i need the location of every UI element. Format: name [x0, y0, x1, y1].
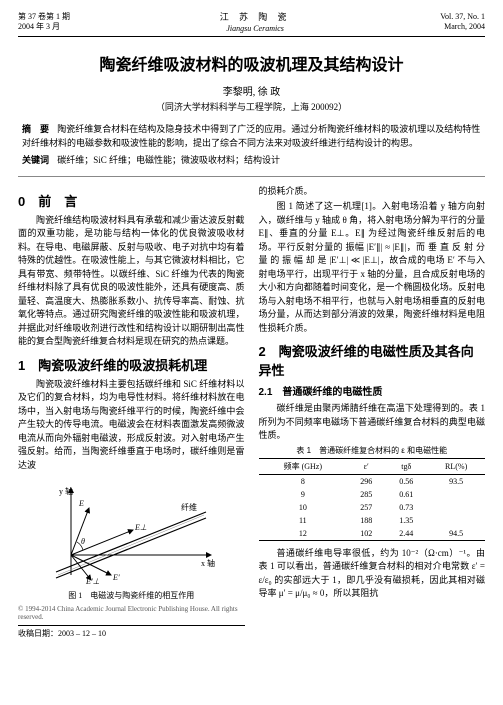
svg-text:x 轴: x 轴 [201, 558, 215, 568]
para-r2: 图 1 简述了这一机理[1]。入射电场沿着 y 轴方向射入，碳纤维与 y 轴成 … [259, 200, 486, 335]
vol-issue-en: Vol. 37, No. 1 [440, 12, 485, 22]
right-column: 的损耗介质。 图 1 简述了这一机理[1]。入射电场沿着 y 轴方向射入，碳纤维… [259, 185, 486, 640]
abstract-label: 摘 要 [22, 124, 49, 134]
svg-text:E⊥: E⊥ [134, 523, 147, 532]
table-col: tgδ [385, 458, 427, 474]
table-col: RL(%) [427, 458, 485, 474]
svg-text:E′: E′ [112, 573, 120, 582]
affiliation: （同济大学材料科学与工程学院，上海 200092） [18, 100, 485, 113]
para-after-table: 普通碳纤维电导率很低，约为 10⁻²（Ω·cm）⁻¹。由表 1 可以看出，普通碳… [259, 547, 486, 601]
abstract-text: 陶瓷纤维复合材料在结构及隐身技术中得到了广泛的应用。通过分析陶瓷纤维材料的吸波机… [22, 124, 480, 148]
left-column: 0 前 言 陶瓷纤维结构吸波材料具有承载和减少雷达波反射截面的双重功能，是功能与… [18, 185, 245, 640]
vol-issue-cn: 第 37 卷第 1 期 [18, 12, 70, 22]
para-0-1: 陶瓷纤维结构吸波材料具有承载和减少雷达波反射截面的双重功能，是功能与结构一体化的… [18, 214, 245, 349]
svg-text:θ: θ [81, 537, 85, 546]
copyright-note: © 1994-2014 China Academic Journal Elect… [18, 605, 245, 621]
table-row: 121022.4494.5 [259, 527, 486, 541]
table-col: ε′ [347, 458, 385, 474]
para-2-1-1: 碳纤维是由聚丙烯腈纤维在高温下处理得到的。表 1 所列为不同频率电磁场下普通碳纤… [259, 402, 486, 443]
svg-text:y 轴: y 轴 [59, 486, 73, 496]
para-r1: 的损耗介质。 [259, 185, 486, 199]
section-2-heading: 2 陶瓷吸波纤维的电磁性质及其各向异性 [259, 341, 486, 379]
table-1-caption: 表 1 普通碳纤维复合材料的 ε 和电磁性能 [259, 445, 486, 456]
divider [18, 176, 485, 177]
table-row: 82960.5693.5 [259, 474, 486, 488]
svg-text:E: E [78, 499, 84, 508]
para-1-1: 陶瓷吸波纤维材料主要包括碳纤维和 SiC 纤维材料以及它们的复合材料，均为电导性… [18, 378, 245, 473]
svg-text:E′⊥: E′⊥ [85, 577, 100, 585]
table-1: 频率 (GHz) ε′ tgδ RL(%) 82960.5693.5 92850… [259, 458, 486, 541]
figure-1: y 轴 x 轴 纤维 E E⊥ E′ E′⊥ θ [18, 480, 245, 601]
keywords-block: 关键词 碳纤维；SiC 纤维；电磁性能；微波吸收材料；结构设计 [18, 154, 485, 168]
table-row: 111881.35 [259, 514, 486, 527]
authors: 李黎明, 徐 政 [18, 83, 485, 98]
page-header: 第 37 卷第 1 期 2004 年 3 月 江 苏 陶 瓷 Jiangsu C… [18, 12, 485, 37]
svg-text:纤维: 纤维 [181, 502, 197, 512]
table-row: 92850.61 [259, 488, 486, 501]
table-row: 102570.73 [259, 501, 486, 514]
section-1-heading: 1 陶瓷吸波纤维的吸波损耗机理 [18, 355, 245, 374]
section-0-heading: 0 前 言 [18, 191, 245, 210]
keywords-label: 关键词 [22, 155, 49, 165]
journal-name-cn: 江 苏 陶 瓷 [220, 12, 291, 24]
figure-1-caption: 图 1 电磁波与陶瓷纤维的相互作用 [18, 590, 245, 601]
figure-1-svg: y 轴 x 轴 纤维 E E⊥ E′ E′⊥ θ [41, 480, 221, 585]
received-date: 收稿日期：2003 – 12 – 10 [18, 625, 245, 639]
keywords-text: 碳纤维；SiC 纤维；电磁性能；微波吸收材料；结构设计 [57, 155, 280, 165]
journal-name-en: Jiangsu Ceramics [220, 24, 291, 34]
section-2-1-heading: 2.1 普通碳纤维的电磁性质 [259, 383, 486, 398]
date-cn: 2004 年 3 月 [18, 22, 70, 32]
abstract-block: 摘 要 陶瓷纤维复合材料在结构及隐身技术中得到了广泛的应用。通过分析陶瓷纤维材料… [18, 123, 485, 150]
article-title: 陶瓷纤维吸波材料的吸波机理及其结构设计 [18, 51, 485, 75]
table-col: 频率 (GHz) [259, 458, 348, 474]
date-en: March, 2004 [440, 22, 485, 32]
